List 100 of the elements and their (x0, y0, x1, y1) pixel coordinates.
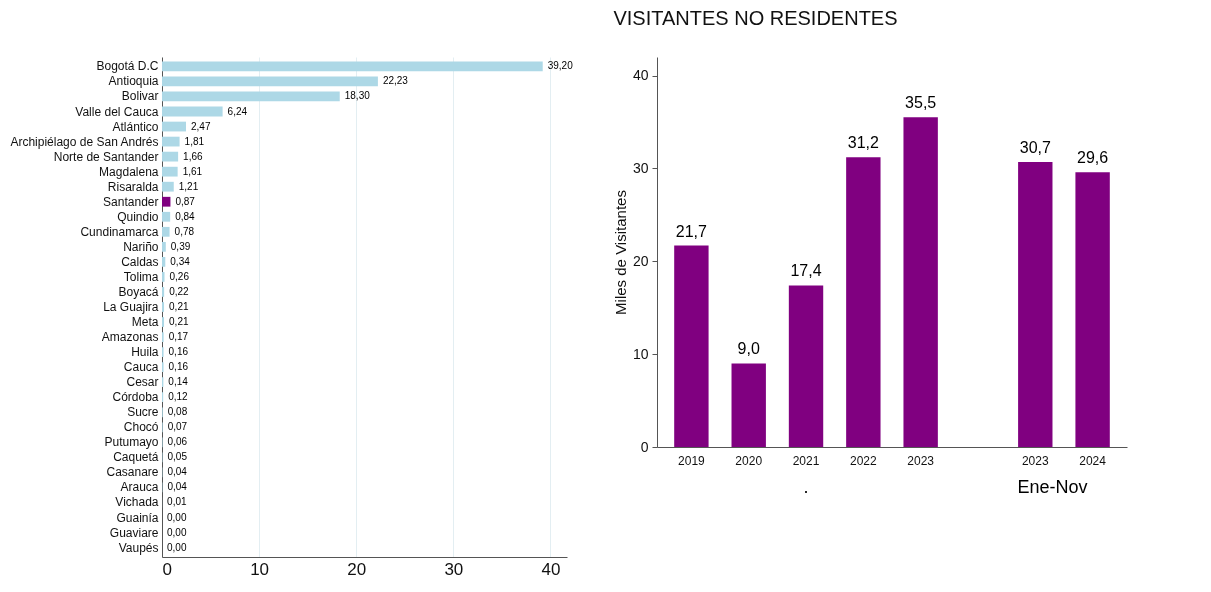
data-label: 0,34 (170, 255, 191, 267)
data-label: 18,30 (344, 90, 371, 102)
y-tick-label: Huila (131, 345, 159, 360)
data-label: 1,61 (182, 165, 203, 177)
bar (162, 287, 165, 297)
data-label: 0,78 (174, 225, 195, 237)
data-label: 39,20 (547, 60, 574, 72)
bar (788, 285, 824, 447)
bar (162, 61, 543, 72)
y-tick-label: Atlántico (112, 119, 159, 134)
y-tick-label: Quindio (117, 209, 159, 224)
data-label: 0,84 (175, 210, 196, 222)
x-tick-label: 40 (541, 559, 561, 579)
x-tick-label: 10 (250, 559, 270, 579)
data-label: 0,05 (167, 451, 188, 463)
y-tick-label: 40 (632, 67, 649, 84)
chart-title: VISITANTES NO RESIDENTES (613, 7, 898, 29)
bar (162, 196, 171, 207)
y-tick-label: 0 (640, 438, 649, 455)
data-label: 0,16 (168, 361, 189, 373)
data-label: 0,87 (175, 195, 196, 207)
data-label: 0,06 (167, 436, 188, 448)
data-label: 30,7 (1019, 138, 1051, 156)
data-label: 0,08 (167, 406, 188, 418)
data-label: 0,00 (167, 541, 187, 553)
bar (162, 241, 166, 252)
text: Ene-Nov (1017, 477, 1088, 497)
y-tick-label: Cesar (126, 375, 159, 390)
data-label: 0,04 (167, 481, 188, 493)
bar (162, 181, 174, 192)
data-label: 17,4 (790, 262, 822, 280)
data-label: 0,26 (169, 270, 190, 282)
bar (162, 257, 166, 267)
y-tick-label: Cundinamarca (80, 224, 159, 239)
y-tick-label: Bolivar (121, 89, 159, 104)
y-tick-label: Caldas (121, 254, 159, 269)
y-tick-label: Vaupés (118, 540, 159, 555)
bar (162, 166, 178, 177)
data-label: 9,0 (737, 340, 760, 358)
y-tick-label: Valle del Cauca (75, 104, 159, 119)
y-tick-label: Guaviare (109, 525, 159, 540)
x-tick-label: 2020 (735, 453, 763, 468)
bar (162, 317, 165, 327)
data-label: 0,21 (169, 316, 189, 328)
data-label: 0,01 (167, 496, 187, 508)
y-tick-label: Sucre (127, 405, 159, 420)
data-label: 0,17 (168, 331, 189, 343)
data-label: 35,5 (905, 94, 937, 112)
data-label: 1,81 (184, 135, 205, 147)
bar (162, 151, 179, 162)
y-tick-label: Amazonas (101, 330, 159, 345)
y-tick-label: 20 (632, 252, 649, 269)
data-label: 0,22 (169, 285, 190, 297)
y-tick-label: Guainía (116, 510, 159, 525)
y-tick-label: Risaralda (107, 179, 159, 194)
y-tick-label: Nariño (123, 239, 159, 254)
data-label: 6,24 (227, 105, 248, 117)
bar (162, 121, 186, 132)
bar (162, 76, 378, 87)
data-label: 31,2 (847, 134, 880, 152)
data-label: 0,07 (167, 421, 188, 433)
y-tick-label: Boyacá (118, 284, 159, 299)
x-tick-label: 2022 (849, 453, 878, 468)
data-label: 0,16 (168, 346, 189, 358)
text: . (803, 477, 809, 497)
y-tick-label: Chocó (123, 420, 159, 435)
bar (162, 226, 170, 237)
y-tick-label: Tolima (123, 269, 159, 284)
data-label: 1,21 (178, 180, 199, 192)
y-tick-label: Antioquia (108, 74, 159, 89)
data-label: 21,7 (675, 222, 708, 240)
y-tick-label: Magdalena (99, 164, 159, 179)
y-tick-label: Cauca (123, 360, 159, 375)
bar (162, 302, 165, 312)
bar (903, 117, 938, 447)
bar (731, 363, 766, 447)
y-tick-label: Casanare (106, 465, 159, 480)
bar (162, 91, 340, 102)
bar (162, 211, 171, 222)
x-tick-label: 2023 (907, 453, 935, 468)
y-axis-title: Miles de Visitantes (611, 190, 629, 315)
bar (674, 245, 709, 447)
y-tick-label: Norte de Santander (53, 149, 159, 164)
bar (846, 157, 881, 447)
y-tick-label: Archipiélago de San Andrés (10, 134, 159, 149)
x-tick-label: 30 (444, 559, 464, 579)
x-tick-label: 0 (162, 559, 172, 579)
y-tick-label: Putumayo (104, 435, 159, 450)
x-tick-label: 2024 (1079, 453, 1107, 468)
x-tick-label: 2023 (1021, 453, 1049, 468)
x-tick-label: 2021 (792, 453, 820, 468)
y-tick-label: Meta (131, 315, 159, 330)
data-label: 0,39 (170, 240, 191, 252)
x-tick-label: 2019 (678, 453, 706, 468)
data-label: 0,00 (167, 511, 187, 523)
data-label: 22,23 (382, 75, 409, 87)
data-label: 29,6 (1077, 149, 1109, 167)
y-tick-label: Santander (103, 194, 159, 209)
bar (1018, 161, 1053, 447)
data-label: 2,47 (190, 120, 211, 132)
